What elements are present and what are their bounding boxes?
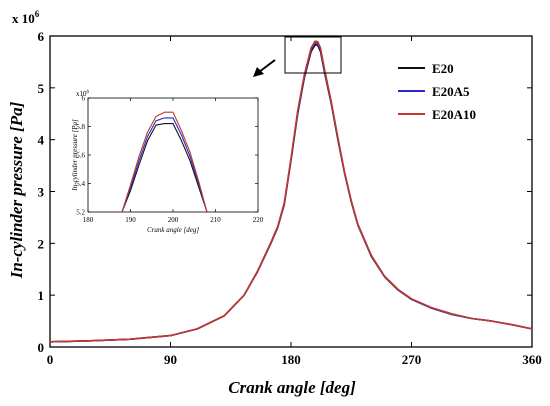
inset-y-multiplier: x106 [76, 90, 90, 98]
x-tick-label: 210 [210, 216, 221, 224]
legend-label-e20a5: E20A5 [432, 84, 470, 99]
series-line-e20a10 [121, 111, 208, 213]
y-tick-label: 5.2 [76, 209, 85, 217]
y-tick-label: 5 [38, 81, 45, 96]
inset-series [121, 111, 208, 213]
inset-ticks: 180 190 200 210 220 5.2 5.4 5.6 5.8 6 [76, 95, 264, 225]
x-tick-label: 190 [125, 216, 136, 224]
x-tick-label: 180 [83, 216, 94, 224]
y-tick-label: 6 [38, 29, 45, 44]
y-tick-label: 5.6 [76, 152, 85, 160]
y-tick-label: 5.8 [76, 123, 85, 131]
x-tick-label: 270 [402, 352, 422, 367]
main-series [49, 40, 533, 343]
legend-label-e20: E20 [432, 61, 454, 76]
y-tick-label: 2 [38, 236, 45, 251]
y-tick-label: 5.4 [76, 180, 85, 188]
legend: E20 E20A5 E20A10 [398, 61, 476, 122]
y-tick-label: 4 [38, 133, 45, 148]
x-tick-label: 220 [253, 216, 264, 224]
legend-label-e20a10: E20A10 [432, 107, 476, 122]
y-tick-label: 3 [38, 185, 45, 200]
x-tick-label: 180 [281, 352, 301, 367]
inset-x-axis-label: Crank angle [deg] [147, 226, 199, 234]
y-tick-label: 6 [82, 95, 86, 103]
inset-y-axis-label: In-cylinder pressure [Pa] [71, 119, 79, 192]
x-tick-label: 90 [164, 352, 177, 367]
x-axis-label: Crank angle [deg] [228, 378, 356, 397]
y-multiplier: x 106 [12, 9, 40, 26]
y-tick-label: 1 [38, 288, 45, 303]
arrow-icon [253, 59, 276, 77]
series-line-e20 [121, 123, 208, 213]
x-tick-label: 0 [47, 352, 54, 367]
x-tick-label: 200 [168, 216, 179, 224]
y-tick-label: 0 [38, 340, 45, 355]
y-axis-label: In-cylinder pressure [Pa] [7, 101, 26, 279]
x-tick-label: 360 [522, 352, 542, 367]
inset-chart: x106 In-cylinder pressure [Pa] Crank ang… [64, 89, 264, 243]
series-line-e20a10 [49, 40, 533, 343]
main-ticks: 0 90 180 270 360 0 1 2 3 4 5 6 [38, 29, 542, 367]
series-line-e20a5 [121, 117, 208, 213]
zoom-box [284, 36, 342, 74]
